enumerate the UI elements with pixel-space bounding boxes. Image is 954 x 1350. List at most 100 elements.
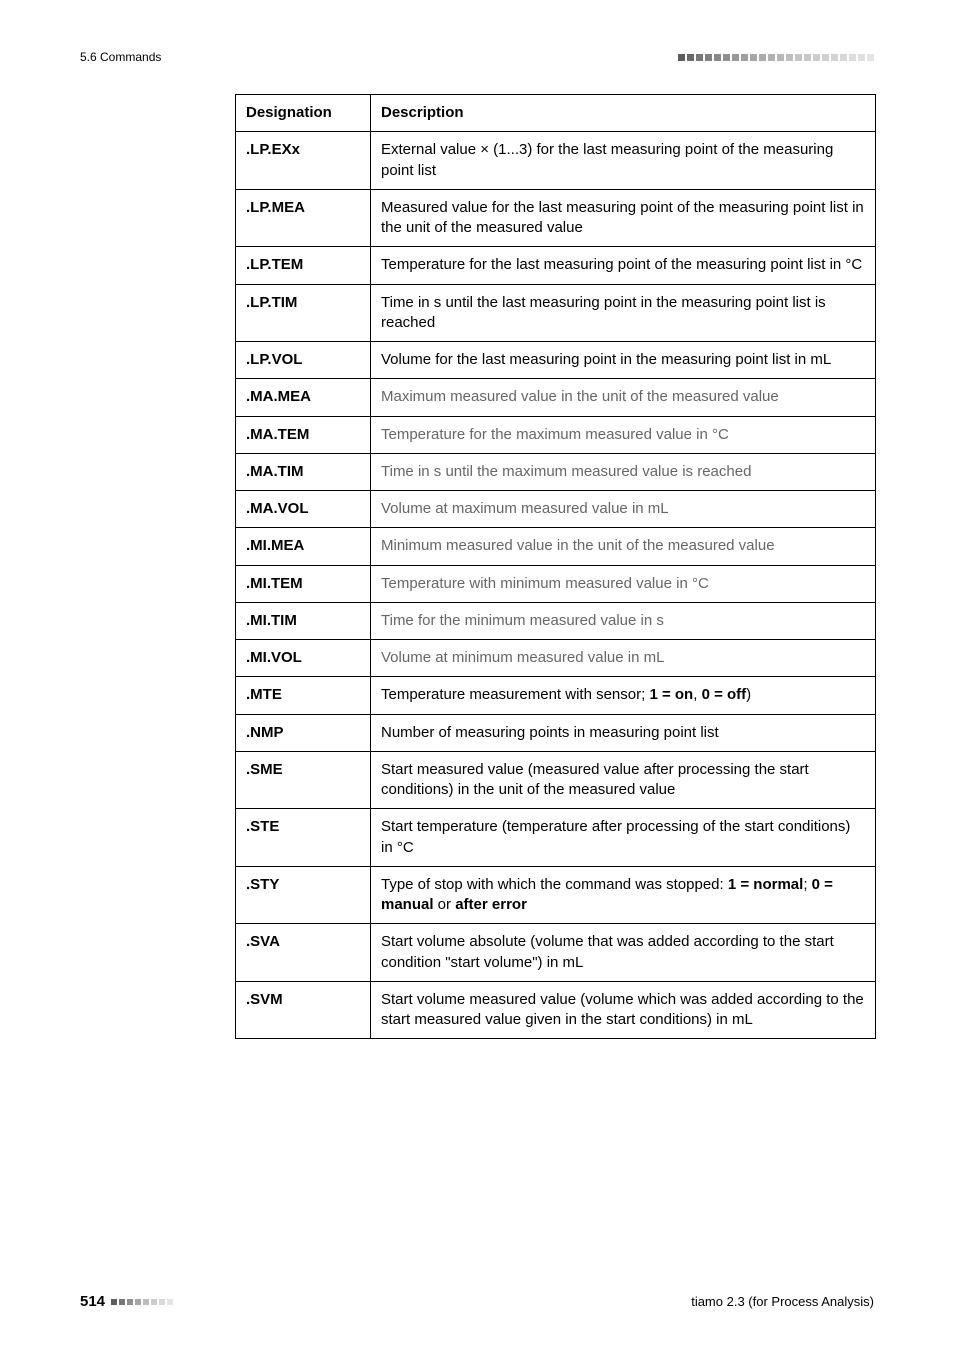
designation-cell: .MA.MEA bbox=[236, 379, 371, 416]
ornament-square bbox=[831, 54, 838, 61]
description-cell: Number of measuring points in measuring … bbox=[371, 714, 876, 751]
description-cell: Start temperature (temperature after pro… bbox=[371, 809, 876, 867]
table-row: .MI.MEAMinimum measured value in the uni… bbox=[236, 528, 876, 565]
ornament-square bbox=[687, 54, 694, 61]
table-row: .LP.MEAMeasured value for the last measu… bbox=[236, 189, 876, 247]
ornament-square bbox=[705, 54, 712, 61]
description-cell: Temperature for the maximum measured val… bbox=[371, 416, 876, 453]
designation-cell: .MI.MEA bbox=[236, 528, 371, 565]
page-footer: 514 tiamo 2.3 (for Process Analysis) bbox=[80, 1293, 874, 1310]
ornament-square bbox=[135, 1299, 141, 1305]
ornament-square bbox=[804, 54, 811, 61]
description-cell: External value × (1...3) for the last me… bbox=[371, 132, 876, 190]
table-header-row: Designation Description bbox=[236, 95, 876, 132]
designation-cell: .MA.VOL bbox=[236, 491, 371, 528]
table-row: .MA.MEAMaximum measured value in the uni… bbox=[236, 379, 876, 416]
ornament-square bbox=[167, 1299, 173, 1305]
page: 5.6 Commands Designation Description .LP… bbox=[0, 0, 954, 1350]
ornament-square bbox=[151, 1299, 157, 1305]
designation-cell: .MA.TEM bbox=[236, 416, 371, 453]
designation-cell: .MTE bbox=[236, 677, 371, 714]
description-cell: Time in s until the maximum measured val… bbox=[371, 453, 876, 490]
designation-cell: .LP.TEM bbox=[236, 247, 371, 284]
page-number: 514 bbox=[80, 1293, 105, 1310]
ornament-square bbox=[786, 54, 793, 61]
description-cell: Temperature measurement with sensor; 1 =… bbox=[371, 677, 876, 714]
page-header: 5.6 Commands bbox=[80, 50, 874, 64]
designation-cell: .LP.TIM bbox=[236, 284, 371, 342]
designation-cell: .LP.MEA bbox=[236, 189, 371, 247]
description-cell: Start measured value (measured value aft… bbox=[371, 751, 876, 809]
description-cell: Time in s until the last measuring point… bbox=[371, 284, 876, 342]
ornament-square bbox=[768, 54, 775, 61]
ornament-square bbox=[732, 54, 739, 61]
table-row: .LP.EXxExternal value × (1...3) for the … bbox=[236, 132, 876, 190]
ornament-square bbox=[127, 1299, 133, 1305]
table-row: .LP.TIMTime in s until the last measurin… bbox=[236, 284, 876, 342]
table-body: .LP.EXxExternal value × (1...3) for the … bbox=[236, 132, 876, 1039]
designation-cell: .SVM bbox=[236, 981, 371, 1039]
description-cell: Type of stop with which the command was … bbox=[371, 866, 876, 924]
table-row: .NMPNumber of measuring points in measur… bbox=[236, 714, 876, 751]
ornament-square bbox=[159, 1299, 165, 1305]
ornament-square bbox=[111, 1299, 117, 1305]
table-row: .MI.VOLVolume at minimum measured value … bbox=[236, 640, 876, 677]
ornament-square bbox=[143, 1299, 149, 1305]
header-ornament bbox=[678, 54, 874, 61]
ornament-square bbox=[795, 54, 802, 61]
table-row: .MA.VOLVolume at maximum measured value … bbox=[236, 491, 876, 528]
table-row: .STEStart temperature (temperature after… bbox=[236, 809, 876, 867]
description-cell: Volume at minimum measured value in mL bbox=[371, 640, 876, 677]
designation-cell: .LP.EXx bbox=[236, 132, 371, 190]
commands-table: Designation Description .LP.EXxExternal … bbox=[235, 94, 876, 1039]
description-cell: Maximum measured value in the unit of th… bbox=[371, 379, 876, 416]
section-label: 5.6 Commands bbox=[80, 50, 161, 64]
description-cell: Time for the minimum measured value in s bbox=[371, 602, 876, 639]
table-row: .MI.TIMTime for the minimum measured val… bbox=[236, 602, 876, 639]
ornament-square bbox=[822, 54, 829, 61]
description-cell: Start volume absolute (volume that was a… bbox=[371, 924, 876, 982]
footer-right-text: tiamo 2.3 (for Process Analysis) bbox=[691, 1294, 874, 1309]
table-row: .STYType of stop with which the command … bbox=[236, 866, 876, 924]
table-row: .MTETemperature measurement with sensor;… bbox=[236, 677, 876, 714]
table-row: .SMEStart measured value (measured value… bbox=[236, 751, 876, 809]
description-cell: Temperature for the last measuring point… bbox=[371, 247, 876, 284]
ornament-square bbox=[741, 54, 748, 61]
designation-cell: .MI.TIM bbox=[236, 602, 371, 639]
designation-cell: .SME bbox=[236, 751, 371, 809]
col-description: Description bbox=[371, 95, 876, 132]
description-cell: Volume for the last measuring point in t… bbox=[371, 342, 876, 379]
designation-cell: .MI.VOL bbox=[236, 640, 371, 677]
ornament-square bbox=[750, 54, 757, 61]
ornament-square bbox=[723, 54, 730, 61]
description-cell: Start volume measured value (volume whic… bbox=[371, 981, 876, 1039]
ornament-square bbox=[840, 54, 847, 61]
description-cell: Temperature with minimum measured value … bbox=[371, 565, 876, 602]
footer-left: 514 bbox=[80, 1293, 173, 1310]
ornament-square bbox=[696, 54, 703, 61]
ornament-square bbox=[849, 54, 856, 61]
designation-cell: .MI.TEM bbox=[236, 565, 371, 602]
footer-ornament bbox=[111, 1299, 173, 1305]
designation-cell: .STE bbox=[236, 809, 371, 867]
table-row: .LP.TEMTemperature for the last measurin… bbox=[236, 247, 876, 284]
ornament-square bbox=[867, 54, 874, 61]
designation-cell: .SVA bbox=[236, 924, 371, 982]
table-row: .LP.VOLVolume for the last measuring poi… bbox=[236, 342, 876, 379]
table-row: .MA.TIMTime in s until the maximum measu… bbox=[236, 453, 876, 490]
designation-cell: .LP.VOL bbox=[236, 342, 371, 379]
designation-cell: .STY bbox=[236, 866, 371, 924]
designation-cell: .MA.TIM bbox=[236, 453, 371, 490]
table-row: .MI.TEMTemperature with minimum measured… bbox=[236, 565, 876, 602]
ornament-square bbox=[714, 54, 721, 61]
description-cell: Measured value for the last measuring po… bbox=[371, 189, 876, 247]
designation-cell: .NMP bbox=[236, 714, 371, 751]
description-cell: Minimum measured value in the unit of th… bbox=[371, 528, 876, 565]
ornament-square bbox=[759, 54, 766, 61]
table-row: .SVMStart volume measured value (volume … bbox=[236, 981, 876, 1039]
ornament-square bbox=[813, 54, 820, 61]
ornament-square bbox=[777, 54, 784, 61]
ornament-square bbox=[678, 54, 685, 61]
table-row: .MA.TEMTemperature for the maximum measu… bbox=[236, 416, 876, 453]
col-designation: Designation bbox=[236, 95, 371, 132]
